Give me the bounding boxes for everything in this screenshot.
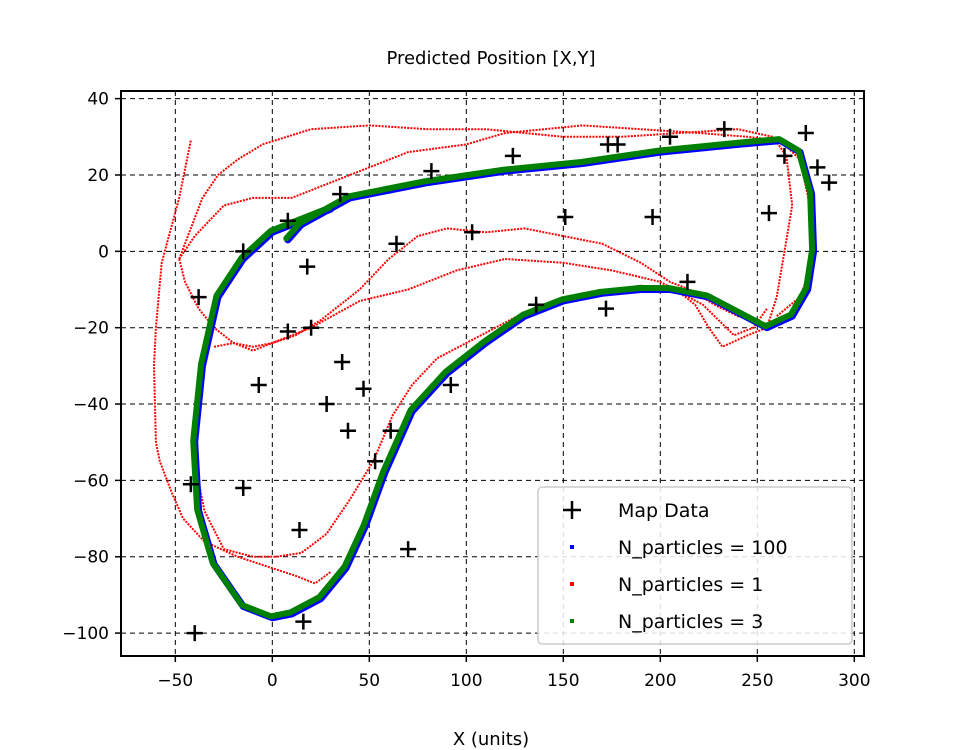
map-data-point [299,258,316,275]
y-tick-label: 0 [98,242,109,262]
map-data-point [332,186,349,203]
map-data-point [291,522,308,539]
map-data-point [662,128,679,145]
map-data-point [250,376,267,393]
map-data-point [355,380,372,397]
x-tick-label: 0 [267,671,278,691]
plot-frame [120,90,865,657]
y-tick-label: −40 [73,395,109,415]
map-data-point [235,480,252,497]
map-data-point [186,625,203,642]
legend-label: Map Data [618,500,710,522]
map-data-point [504,147,521,164]
map-data-point [557,208,574,225]
map-data-point [303,319,320,336]
y-tick-label: −60 [73,471,109,491]
y-tick-label: −100 [62,624,109,644]
map-data-point [318,396,335,413]
x-tick-label: 250 [741,671,773,691]
legend-label: N_particles = 3 [618,611,763,633]
map-data-point [528,296,545,313]
map-data-point [339,422,356,439]
map-data-point [464,224,481,241]
map-data-point [423,163,440,180]
series-n1-track [153,140,332,585]
map-data-point [442,376,459,393]
series-n3-track [190,136,816,620]
map-data-point [279,323,296,340]
map-data-point [279,212,296,229]
x-tick-label: 100 [450,671,482,691]
legend-marker-series [570,619,574,623]
map-data-point [388,235,405,252]
x-tick-label: 200 [644,671,676,691]
map-data-point [809,159,826,176]
map-data-point [400,541,417,558]
y-tick-label: −20 [73,319,109,339]
map-data-point [797,124,814,141]
series-n1-track [178,124,794,348]
y-tick-label: 40 [87,90,109,110]
map-data-point [821,174,838,191]
legend-marker-series [570,582,574,586]
series-layer [153,124,818,622]
legend-label: N_particles = 1 [618,574,763,596]
map-data-point [367,453,384,470]
map-data-point [235,243,252,260]
map-data-point [716,121,733,138]
legend-marker-map-data [563,501,581,519]
y-tick-label: 20 [87,166,109,186]
map-data-point [644,208,661,225]
x-axis-label: X (units) [453,729,529,750]
map-data-point [776,147,793,164]
legend-box [537,486,853,645]
x-tick-label: −50 [157,671,193,691]
map-data-point [609,136,626,153]
y-tick-label: −80 [73,548,109,568]
legend: Map Data N_particles = 100 N_particles = 1… [537,486,853,645]
map-data-point [182,476,199,493]
legend-label: N_particles = 100 [618,537,788,559]
x-tick-label: 300 [838,671,870,691]
map-data-point [334,354,351,371]
map-data-point [382,422,399,439]
x-tick-label: 50 [358,671,380,691]
map-data-point [760,205,777,222]
map-data-point [190,289,207,306]
map-data-point [679,273,696,290]
map-data-point [597,300,614,317]
map-data-markers [182,121,838,642]
axis-ticks: −50 0 50 100 150 200 250 300 −100 −80 −60 −40 −20 0 20… [62,90,870,691]
map-data-point [295,613,312,630]
series-n1-track [213,258,768,352]
x-tick-label: 150 [547,671,579,691]
legend-marker-series [570,545,574,549]
chart-title: Predicted Position [X,Y] [386,48,595,69]
series-n1-track [178,124,813,317]
series-n1-track [178,227,768,348]
